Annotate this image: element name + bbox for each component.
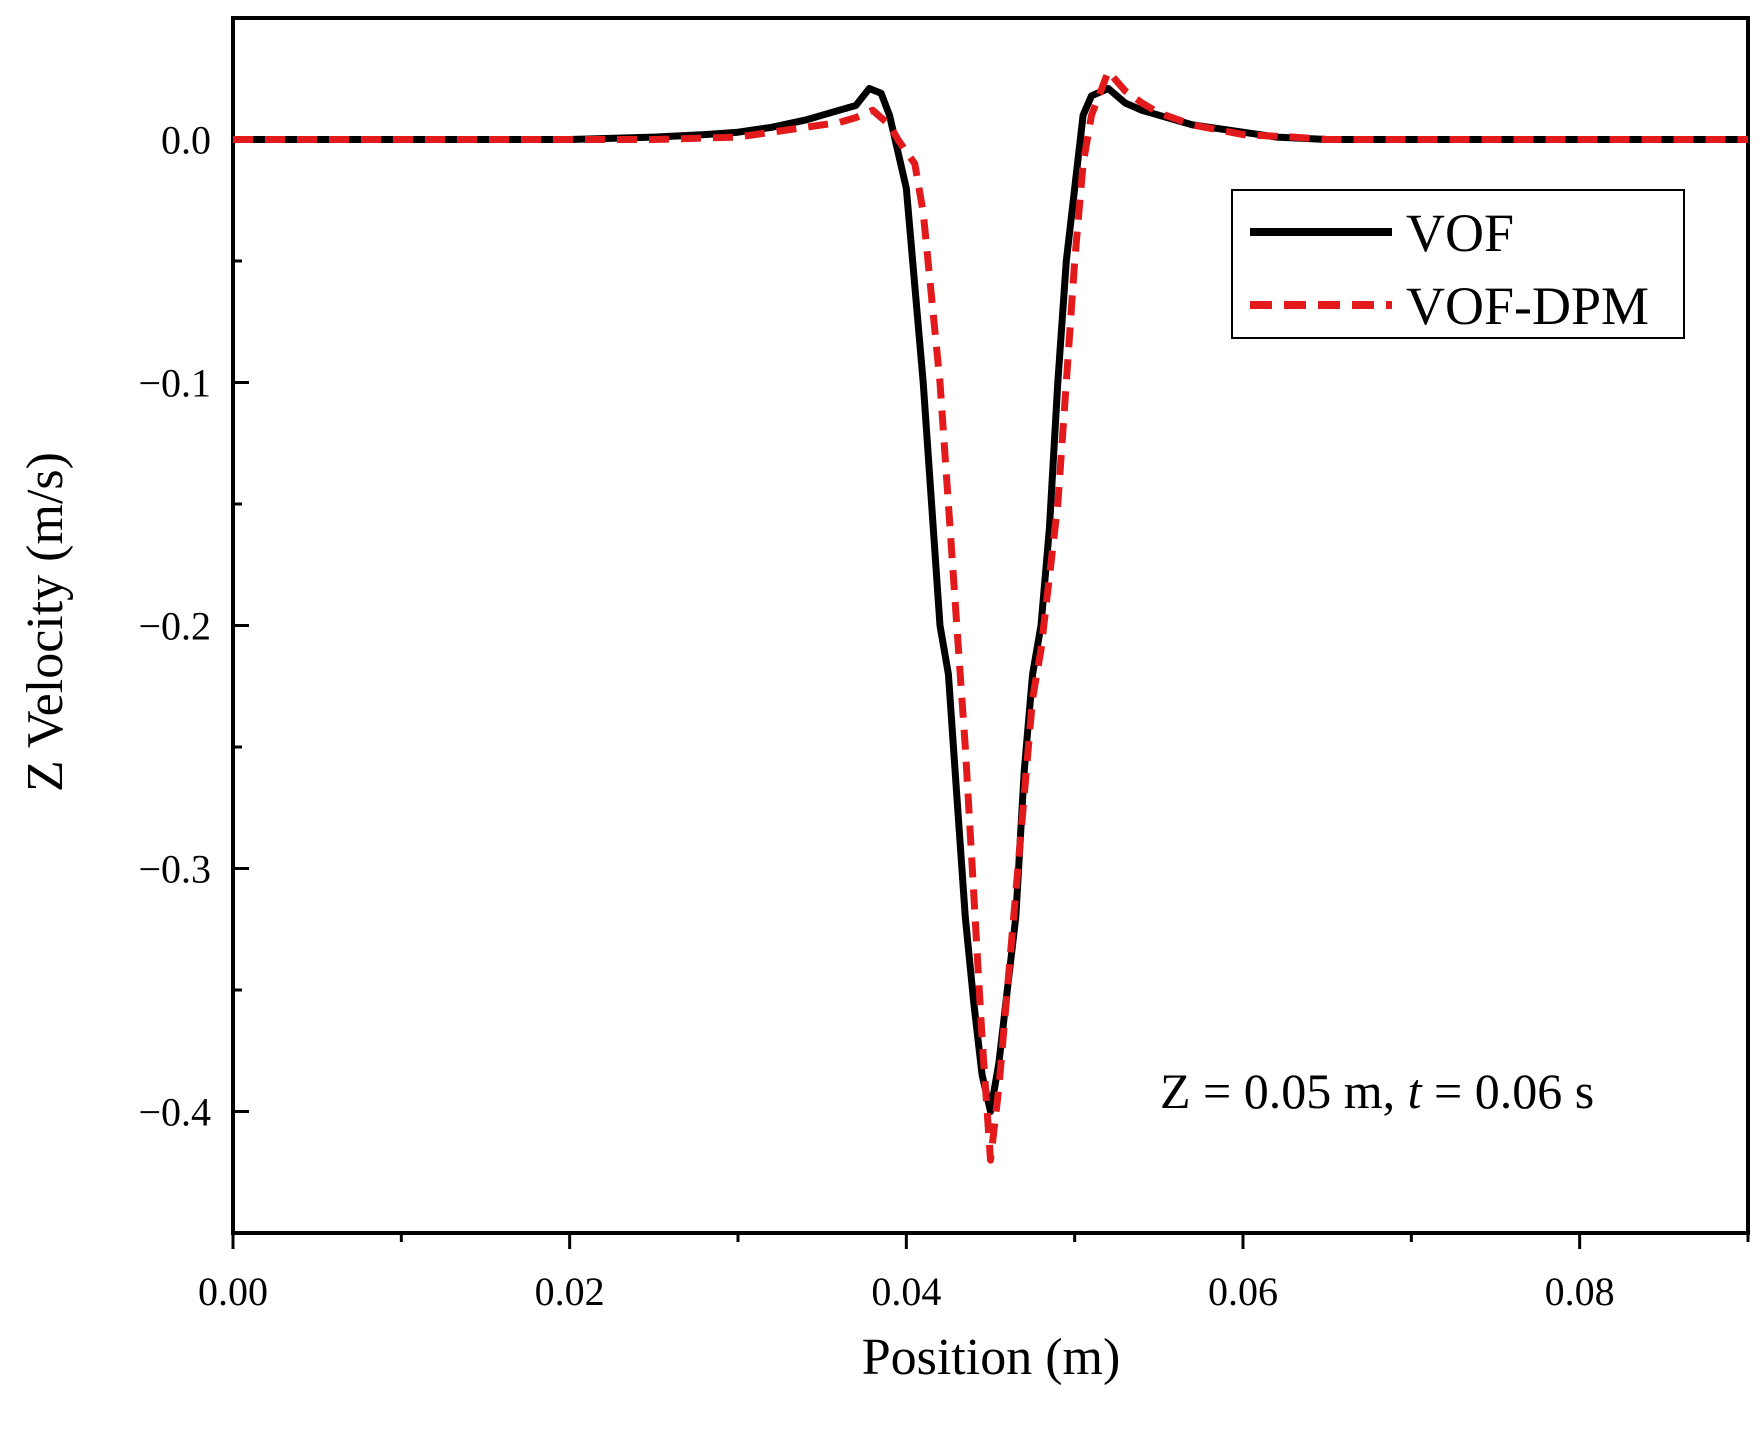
annotation-var: t bbox=[1408, 1063, 1423, 1119]
x-tick-label: 0.04 bbox=[871, 1269, 941, 1314]
legend: VOF VOF-DPM bbox=[1231, 189, 1685, 339]
x-tick-label: 0.00 bbox=[198, 1269, 268, 1314]
legend-box bbox=[1231, 189, 1685, 339]
y-tick-label: −0.1 bbox=[138, 361, 211, 406]
series-layer bbox=[233, 68, 1748, 1164]
plot-annotation: Z = 0.05 m, t = 0.06 s bbox=[1160, 1063, 1594, 1119]
x-axis: 0.00 0.02 0.04 0.06 0.08 bbox=[198, 1233, 1750, 1314]
annotation-prefix: Z = 0.05 m, bbox=[1160, 1063, 1408, 1119]
x-axis-title: Position (m) bbox=[862, 1329, 1121, 1386]
x-tick-label: 0.06 bbox=[1208, 1269, 1278, 1314]
series-line-vof bbox=[233, 85, 1748, 1115]
y-tick-label: 0.0 bbox=[161, 118, 211, 163]
x-tick-label: 0.02 bbox=[535, 1269, 605, 1314]
y-axis: 0.0 −0.1 −0.2 −0.3 −0.4 bbox=[138, 16, 249, 1235]
y-axis-title: Z Velocity (m/s) bbox=[17, 452, 74, 792]
annotation-suffix: = 0.06 s bbox=[1422, 1063, 1595, 1119]
x-tick-label: 0.08 bbox=[1545, 1269, 1615, 1314]
y-tick-label: −0.3 bbox=[138, 847, 211, 892]
legend-label-vof-dpm: VOF-DPM bbox=[1406, 276, 1649, 336]
y-tick-label: −0.2 bbox=[138, 604, 211, 649]
y-tick-label: −0.4 bbox=[138, 1090, 211, 1135]
legend-label-vof: VOF bbox=[1406, 203, 1514, 263]
series-line-vof-dpm bbox=[233, 68, 1748, 1164]
